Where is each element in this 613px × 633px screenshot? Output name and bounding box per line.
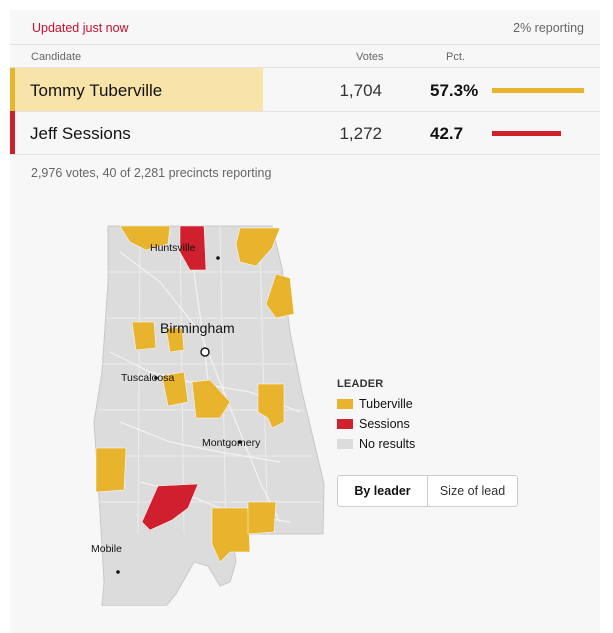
city-label-mobile: Mobile [91,543,122,555]
legend-label: No results [359,437,416,451]
city-label-montgomery: Montgomery [202,437,261,449]
candidate-color-stripe [10,111,15,154]
candidate-pct: 57.3% [430,81,479,100]
legend-title: LEADER [337,378,384,390]
candidate-votes: 1,272 [339,124,382,143]
city-label-huntsville: Huntsville [150,242,196,254]
map-view-toggle: By leader Size of lead [337,475,518,507]
leader-highlight [15,68,263,111]
updated-status: Updated just now [32,21,129,35]
candidate-color-stripe [10,68,15,111]
legend-label: Tuberville [359,397,413,411]
column-header-votes: Votes [356,51,384,63]
legend-swatch [337,418,353,429]
vote-share-bar [492,88,584,93]
vote-share-bar [492,131,561,136]
legend-label: Sessions [359,417,410,431]
results-panel: Updated just now 2% reporting Candidate … [10,10,600,633]
city-dot-tuscaloosa [154,376,158,380]
column-header-pct: Pct. [446,51,465,63]
candidate-votes: 1,704 [339,81,382,100]
city-dot-birmingham [200,347,210,357]
city-label-tuscaloosa: Tuscaloosa [121,372,175,384]
candidate-name: Jeff Sessions [30,124,131,143]
sessions-counties [141,225,207,531]
city-label-birmingham: Birmingham [160,320,235,336]
city-dot-huntsville [216,256,220,260]
toggle-size-of-lead[interactable]: Size of lead [439,484,506,498]
legend-swatch [337,398,353,409]
candidate-name: Tommy Tuberville [30,81,163,100]
status-bar: Updated just now 2% reporting [10,10,600,45]
candidate-row-sessions: Jeff Sessions 1,272 42.7 [10,111,600,155]
city-dot-montgomery [238,440,242,444]
tuberville-counties [95,225,295,563]
alabama-county-map[interactable] [80,222,332,606]
votes-summary: 2,976 votes, 40 of 2,281 precincts repor… [31,166,272,180]
legend-item-no-results: No results [337,437,415,451]
legend-swatch [337,438,353,449]
candidate-row-tuberville: Tommy Tuberville 1,704 57.3% [10,67,600,112]
reporting-status: 2% reporting [513,21,584,35]
toggle-by-leader[interactable]: By leader [338,476,428,506]
candidate-pct: 42.7 [430,124,464,143]
legend-item-tuberville: Tuberville [337,397,413,411]
column-header-candidate: Candidate [31,51,82,63]
legend-item-sessions: Sessions [337,417,410,431]
city-dot-mobile [116,570,120,574]
